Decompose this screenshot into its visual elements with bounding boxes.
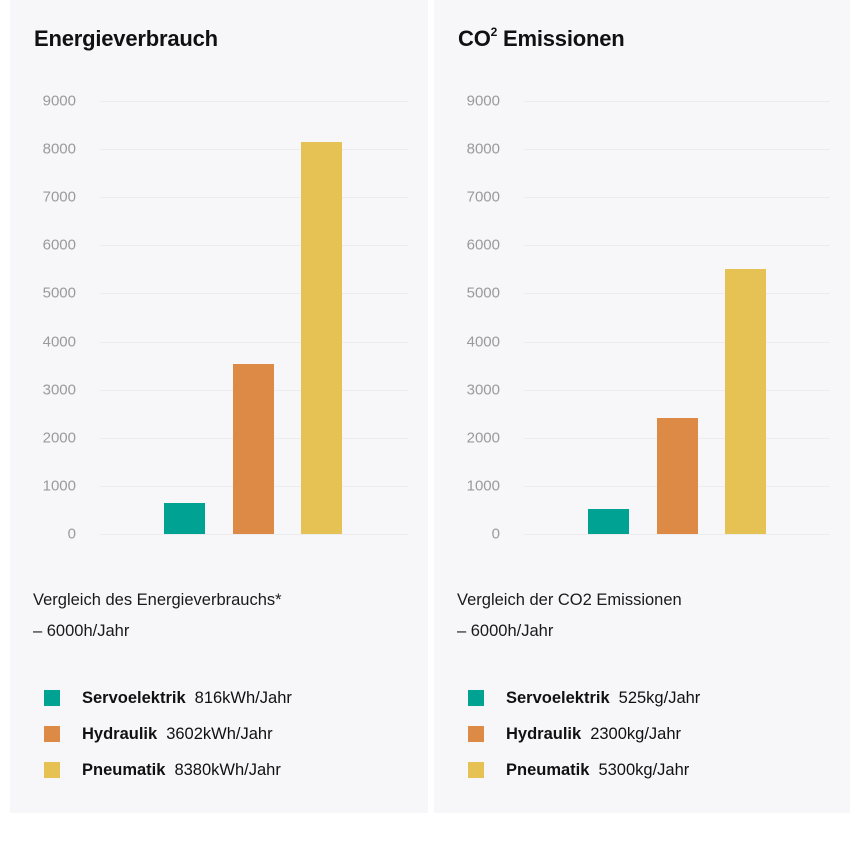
legend-name: Servoelektrik (82, 688, 186, 707)
legend: Servoelektrik 816kWh/Jahr Hydraulik 3602kW… (44, 680, 292, 788)
gridline (100, 534, 408, 535)
legend-name: Hydraulik (506, 724, 582, 743)
gridline (524, 293, 830, 295)
title-text: Energieverbrauch (34, 26, 218, 51)
legend-item-pneumatik: Pneumatik 5300kg/Jahr (468, 752, 700, 788)
legend-value: 2300kg/Jahr (590, 724, 682, 743)
y-tick-label: 2000 (466, 429, 500, 447)
bar-servoelektrik (588, 509, 629, 534)
y-tick-label: 9000 (466, 92, 500, 110)
bar-pneumatik (301, 142, 342, 534)
legend-value: 525kg/Jahr (618, 688, 701, 707)
y-tick-label: 1000 (42, 477, 76, 495)
y-tick-label: 8000 (466, 140, 500, 158)
gridline (524, 245, 830, 247)
gridline (524, 534, 830, 535)
energy-chart-panel: Energieverbrauch 0 1000 2000 3000 4000 5000 60… (10, 0, 428, 813)
bar-pneumatik (725, 268, 766, 534)
legend-value: 816kWh/Jahr (194, 688, 292, 707)
bar-servoelektrik (164, 502, 205, 534)
gridline (100, 101, 408, 102)
subtitle-line: Vergleich der CO2 Emissionen (457, 591, 682, 609)
swatch-teal (44, 690, 60, 706)
gridline (100, 197, 408, 199)
y-tick-label: 4000 (42, 333, 76, 351)
gridline (100, 293, 408, 295)
chart-subtitle: Vergleich der CO2 Emissionen – 6000h/Jah… (457, 585, 682, 647)
y-tick-label: 6000 (42, 236, 76, 254)
swatch-orange (44, 726, 60, 742)
swatch-yellow (468, 762, 484, 778)
subtitle-line: – 6000h/Jahr (33, 622, 130, 640)
y-tick-label: 5000 (466, 284, 500, 302)
legend-item-servoelektrik: Servoelektrik 816kWh/Jahr (44, 680, 292, 716)
title-text-rest: Emissionen (497, 26, 625, 51)
y-tick-label: 8000 (42, 140, 76, 158)
bar-hydraulik (233, 364, 274, 534)
bar-hydraulik (657, 418, 698, 534)
subtitle-line: Vergleich des Energieverbrauchs* (33, 591, 282, 609)
y-tick-label: 6000 (466, 236, 500, 254)
y-tick-label: 9000 (42, 92, 76, 110)
gridline (524, 341, 830, 343)
y-tick-label: 5000 (42, 284, 76, 302)
y-tick-label: 1000 (466, 477, 500, 495)
chart-title: Energieverbrauch (34, 26, 218, 52)
gridline (524, 149, 830, 151)
legend: Servoelektrik 525kg/Jahr Hydraulik 2300kg/… (468, 680, 700, 788)
legend-item-hydraulik: Hydraulik 3602kWh/Jahr (44, 716, 292, 752)
y-tick-label: 0 (67, 525, 76, 543)
gridline (524, 197, 830, 199)
legend-value: 3602kWh/Jahr (166, 724, 273, 743)
co2-chart-panel: CO2 Emissionen 0 1000 2000 3000 4000 5000 6000… (434, 0, 850, 813)
gridline (524, 101, 830, 102)
legend-name: Pneumatik (82, 760, 166, 779)
gridline (100, 149, 408, 151)
legend-item-hydraulik: Hydraulik 2300kg/Jahr (468, 716, 700, 752)
y-tick-label: 7000 (42, 188, 76, 206)
energy-plot: 0 1000 2000 3000 4000 5000 6000 7000 8000 9000 (10, 0, 428, 560)
chart-subtitle: Vergleich des Energieverbrauchs* – 6000h… (33, 585, 282, 647)
y-tick-label: 3000 (42, 381, 76, 399)
chart-title: CO2 Emissionen (458, 24, 625, 52)
co2-plot: 0 1000 2000 3000 4000 5000 6000 7000 8000 9000 (434, 0, 852, 560)
legend-item-pneumatik: Pneumatik 8380kWh/Jahr (44, 752, 292, 788)
legend-value: 8380kWh/Jahr (174, 760, 281, 779)
y-tick-label: 3000 (466, 381, 500, 399)
legend-name: Pneumatik (506, 760, 590, 779)
swatch-teal (468, 690, 484, 706)
swatch-orange (468, 726, 484, 742)
y-tick-label: 0 (491, 525, 500, 543)
title-text: CO (458, 26, 491, 51)
gridline (100, 341, 408, 343)
subtitle-line: – 6000h/Jahr (457, 622, 554, 640)
gridline (100, 245, 408, 247)
y-tick-label: 2000 (42, 429, 76, 447)
swatch-yellow (44, 762, 60, 778)
legend-name: Servoelektrik (506, 688, 610, 707)
y-tick-label: 4000 (466, 333, 500, 351)
title-superscript: 2 (490, 24, 498, 39)
gridline (524, 389, 830, 391)
y-tick-label: 7000 (466, 188, 500, 206)
legend-value: 5300kg/Jahr (598, 760, 690, 779)
legend-name: Hydraulik (82, 724, 158, 743)
legend-item-servoelektrik: Servoelektrik 525kg/Jahr (468, 680, 700, 716)
